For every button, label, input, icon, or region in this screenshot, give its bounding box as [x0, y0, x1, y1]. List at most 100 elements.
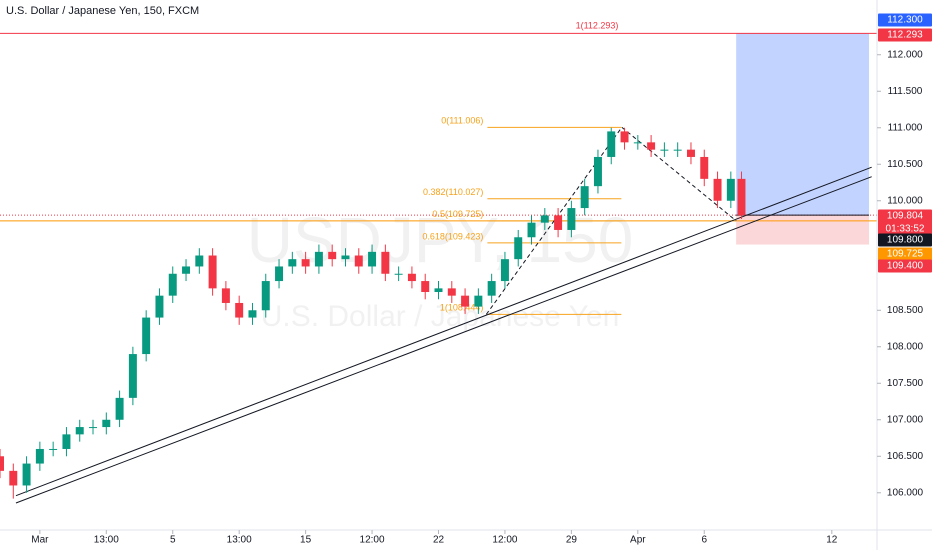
x-tick-label: Apr	[630, 535, 646, 546]
candle-body	[195, 255, 204, 267]
candle-body	[713, 178, 722, 201]
candle-body	[514, 237, 523, 260]
candle-body	[607, 131, 616, 157]
x-tick-label: 12	[826, 535, 838, 546]
candle-body	[22, 463, 31, 486]
price-label: 112.293	[887, 30, 923, 41]
candle-body	[89, 427, 98, 429]
y-tick-label: 108.500	[887, 305, 924, 316]
candle-body	[115, 397, 124, 420]
price-label-box	[878, 28, 932, 42]
candle-body	[155, 295, 164, 318]
y-tick-label: 106.500	[887, 451, 924, 462]
y-tick-label: 110.000	[887, 195, 923, 206]
candle-body	[275, 266, 284, 282]
x-tick-label: 13:00	[94, 535, 119, 546]
price-label: 109.800	[887, 235, 924, 246]
y-tick-label: 111.000	[888, 122, 923, 133]
x-tick-label: Mar	[31, 535, 49, 546]
candle-body	[580, 186, 589, 209]
y-tick-label: 110.500	[887, 159, 923, 170]
price-label-box	[878, 209, 932, 236]
candle-body	[726, 178, 735, 201]
x-tick-label: 15	[300, 535, 312, 546]
candle-body	[208, 255, 217, 289]
y-tick-label: 108.000	[887, 341, 924, 352]
stop-zone	[736, 215, 870, 245]
candle-body	[421, 281, 430, 293]
candle-body	[9, 470, 18, 486]
candle-body	[567, 208, 576, 230]
y-tick-label: 106.000	[887, 487, 924, 498]
candle-body	[221, 288, 230, 303]
price-label-box	[878, 259, 932, 273]
target-zone	[736, 33, 870, 216]
price-label: 109.804	[887, 211, 924, 222]
candle-body	[394, 273, 403, 275]
price-label: 112.300	[887, 15, 923, 26]
candle-body	[49, 448, 58, 450]
candle-body	[288, 259, 297, 267]
fib-label: 0(111.006)	[441, 116, 483, 126]
candle-body	[527, 222, 536, 238]
zigzag	[485, 126, 737, 315]
countdown: 01:33:52	[886, 224, 925, 235]
candle-body	[407, 273, 416, 282]
candle-body	[647, 142, 656, 150]
candle-body	[487, 281, 496, 296]
watermark-subtitle: U.S. Dollar / Japanese Yen	[261, 300, 620, 333]
candle-body	[301, 259, 310, 267]
y-tick-label: 107.000	[887, 414, 924, 425]
candle-body	[686, 149, 695, 157]
candle-body	[540, 215, 549, 223]
chart-title: U.S. Dollar / Japanese Yen, 150, FXCM	[6, 5, 199, 17]
price-label-box	[878, 233, 932, 247]
candle-body	[248, 310, 257, 318]
price-label-box	[878, 13, 932, 27]
fib-label: 0.382(110.027)	[423, 187, 483, 197]
candle-body	[474, 295, 483, 307]
candle-body	[142, 317, 151, 355]
candle-body	[381, 251, 390, 274]
candle-body	[102, 419, 111, 428]
trendline	[15, 166, 872, 497]
fib-label: 0.5(109.725)	[432, 209, 483, 219]
x-tick-label: 29	[566, 535, 578, 546]
candle-body	[368, 251, 377, 267]
candle-body	[500, 259, 509, 282]
candle-body	[261, 281, 270, 311]
x-tick-label: 6	[701, 535, 707, 546]
candle-body	[461, 295, 470, 307]
price-label: 109.400	[887, 261, 924, 272]
y-tick-label: 107.500	[887, 378, 924, 389]
candle-body	[168, 273, 177, 296]
price-label-box	[878, 247, 932, 261]
candle-body	[447, 288, 456, 296]
price-axis	[877, 0, 932, 550]
x-tick-label: 12:00	[360, 535, 385, 546]
candle-body	[673, 149, 682, 151]
candle-body	[700, 156, 709, 179]
time-axis	[0, 530, 932, 550]
x-tick-label: 22	[433, 535, 445, 546]
candle-body	[660, 149, 669, 151]
candle-body	[554, 215, 563, 230]
candle-body	[0, 456, 4, 471]
candle-body	[593, 156, 602, 187]
candle-body	[128, 354, 137, 398]
y-tick-label: 112.000	[887, 49, 923, 60]
x-tick-label: 12:00	[492, 535, 517, 546]
x-tick-label: 5	[170, 535, 176, 546]
candle-body	[235, 302, 244, 318]
fib-label: 1(108.444)	[440, 303, 484, 313]
candle-body	[328, 251, 337, 260]
candle-body	[633, 142, 642, 144]
candle-body	[182, 266, 191, 274]
candle-body	[354, 255, 363, 267]
candle-body	[62, 434, 71, 449]
candle-body	[341, 255, 350, 260]
target-line-label: 1(112.293)	[576, 21, 619, 31]
